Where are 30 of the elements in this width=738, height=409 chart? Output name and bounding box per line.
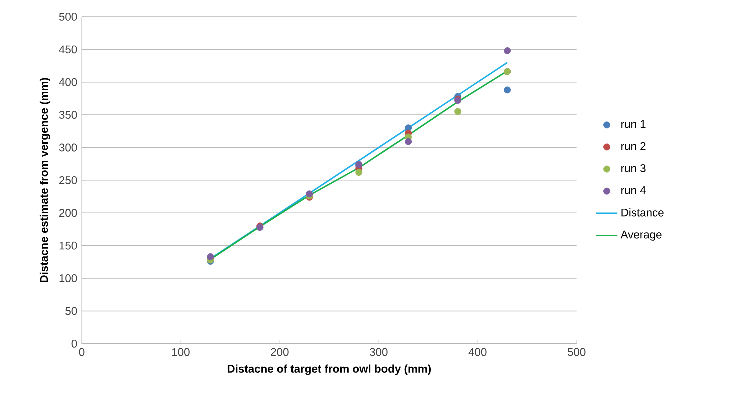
x-tick-label: 100 (172, 348, 190, 356)
x-tick-label: 300 (370, 348, 388, 356)
y-tick-label: 50 (66, 307, 78, 316)
y-tick-label: 300 (59, 144, 78, 152)
legend-label: run 2 (622, 142, 646, 150)
y-tick-label: 450 (59, 46, 78, 54)
point (356, 169, 363, 176)
y-tick-label: 100 (60, 274, 78, 283)
point (405, 138, 412, 146)
y-tick-label: 350 (59, 111, 78, 120)
x-tick-label: 0 (79, 348, 85, 356)
point (454, 108, 462, 116)
y-tick-label: 200 (60, 209, 78, 218)
legend-label: run 4 (622, 186, 646, 194)
x-tick-label: 500 (568, 348, 586, 356)
x-tick-label: 200 (271, 348, 289, 356)
legend-label: Average (620, 230, 662, 241)
x-axis-title: Distacne of target from owl body (mm) (228, 364, 432, 376)
point (504, 48, 512, 54)
y-axis-title: Distacne estimate from vergence (mm) (40, 78, 50, 283)
y-tick-label: 250 (60, 176, 78, 184)
point (504, 86, 512, 94)
legend-label: Distance (622, 208, 664, 217)
x-tick-label: 400 (468, 348, 487, 356)
legend-label: run 1 (622, 120, 646, 128)
y-tick-label: 400 (59, 78, 78, 86)
legend-label: run 3 (622, 164, 646, 172)
y-tick-label: 0 (72, 340, 78, 348)
y-tick-label: 150 (60, 242, 78, 250)
y-tick-label: 500 (59, 13, 78, 21)
